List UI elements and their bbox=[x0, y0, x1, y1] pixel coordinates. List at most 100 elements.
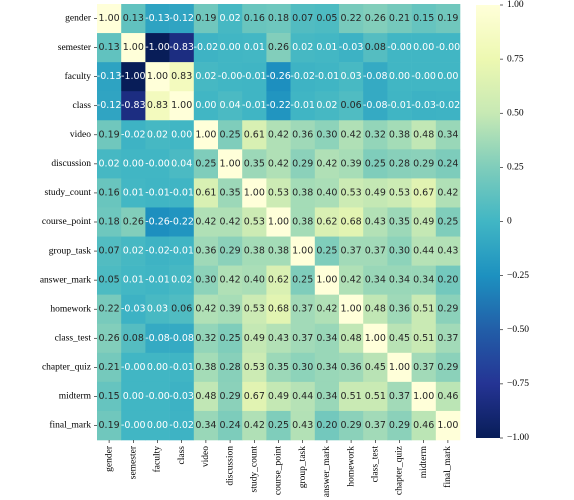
heatmap-cell bbox=[97, 207, 122, 237]
cell-label: 0.26 bbox=[268, 42, 289, 53]
heatmap-cell bbox=[339, 265, 364, 295]
cell-label: 0.35 bbox=[244, 158, 265, 169]
y-tick-label: answer_mark bbox=[40, 275, 91, 285]
heatmap-cell bbox=[387, 410, 412, 441]
cell-label: 1.00 bbox=[292, 246, 313, 257]
cell-label: 0.28 bbox=[389, 158, 410, 169]
y-tick-label: discussion bbox=[51, 159, 91, 169]
cell-label: 0.30 bbox=[292, 362, 313, 373]
heatmap-cell bbox=[266, 120, 291, 150]
cell-label: 0.15 bbox=[99, 391, 120, 402]
heatmap-cell bbox=[218, 91, 243, 121]
heatmap-cell bbox=[314, 381, 340, 412]
heatmap-cell bbox=[363, 352, 388, 383]
heatmap-cell bbox=[411, 381, 437, 412]
cell-label: 0.00 bbox=[123, 391, 144, 402]
heatmap-cell bbox=[411, 4, 437, 34]
y-tick-label: gender bbox=[65, 14, 92, 24]
heatmap-cell bbox=[411, 62, 437, 92]
heatmap-cell bbox=[242, 33, 267, 63]
cell-label: -0.01 bbox=[315, 71, 340, 82]
heatmap-cell bbox=[363, 236, 388, 266]
cell-label: 0.36 bbox=[292, 129, 313, 140]
x-tick-label: course_point bbox=[274, 446, 284, 495]
colorbar-tick-label: −0.75 bbox=[507, 379, 529, 389]
cell-label: 0.00 bbox=[147, 362, 168, 373]
heatmap-cell bbox=[435, 294, 461, 325]
heatmap-cell bbox=[411, 265, 437, 295]
cell-label: 1.00 bbox=[123, 42, 144, 53]
heatmap-cell bbox=[339, 352, 364, 383]
heatmap-cell bbox=[97, 323, 122, 354]
cell-label: -0.02 bbox=[194, 42, 219, 53]
heatmap-cell bbox=[145, 178, 170, 208]
cell-label: 0.02 bbox=[316, 100, 337, 111]
cell-label: 0.48 bbox=[195, 391, 216, 402]
cell-label: 0.03 bbox=[147, 304, 168, 315]
heatmap-cell bbox=[218, 207, 243, 237]
heatmap-cell bbox=[121, 265, 146, 295]
heatmap-cell bbox=[290, 178, 316, 208]
heatmap-cell bbox=[218, 236, 243, 266]
heatmap-cell bbox=[339, 207, 364, 237]
cell-label: 0.05 bbox=[99, 275, 120, 286]
heatmap-cell bbox=[169, 207, 195, 237]
heatmap-cell bbox=[339, 410, 364, 441]
cell-label: 0.36 bbox=[389, 304, 410, 315]
heatmap-cell bbox=[145, 62, 170, 92]
heatmap-cell bbox=[314, 236, 340, 266]
heatmap-cell bbox=[242, 178, 267, 208]
heatmap-cell bbox=[411, 323, 437, 354]
cell-label: 0.19 bbox=[437, 13, 458, 24]
y-tick-label: chapter_quiz bbox=[42, 363, 91, 373]
heatmap-cell bbox=[339, 4, 364, 34]
cell-label: 0.00 bbox=[195, 100, 216, 111]
cell-label: -0.01 bbox=[169, 187, 194, 198]
heatmap-cell bbox=[266, 323, 291, 354]
cell-label: 0.02 bbox=[220, 13, 241, 24]
x-tick-label: chapter_quiz bbox=[395, 446, 405, 495]
y-tick-label: faculty bbox=[65, 71, 92, 82]
cell-label: 0.44 bbox=[292, 391, 313, 402]
cell-label: 0.38 bbox=[195, 362, 216, 373]
cell-label: 0.07 bbox=[99, 246, 120, 257]
heatmap-cell bbox=[218, 33, 243, 63]
heatmap-cell bbox=[290, 207, 316, 237]
cell-label: 0.29 bbox=[437, 304, 458, 315]
heatmap-cell bbox=[145, 323, 170, 354]
cell-label: 0.02 bbox=[195, 71, 216, 82]
cell-label: 0.21 bbox=[99, 362, 120, 373]
cell-label: 0.62 bbox=[316, 217, 337, 228]
cell-label: 0.44 bbox=[413, 246, 434, 257]
cell-label: -0.01 bbox=[145, 275, 170, 286]
heatmap-cell bbox=[435, 352, 461, 383]
heatmap-cell bbox=[290, 294, 316, 325]
y-tick-label: semester bbox=[58, 43, 92, 53]
heatmap-cell bbox=[435, 265, 461, 295]
cell-label: 0.42 bbox=[341, 129, 362, 140]
cell-label: -0.13 bbox=[145, 13, 170, 24]
heatmap-cell bbox=[314, 149, 340, 179]
heatmap-cell bbox=[242, 323, 267, 354]
heatmap-cell bbox=[169, 323, 195, 354]
heatmap-cell bbox=[435, 410, 461, 441]
y-tick-label: group_task bbox=[49, 246, 91, 256]
heatmap-cell bbox=[242, 352, 267, 383]
heatmap-cell bbox=[339, 236, 364, 266]
heatmap-cell bbox=[145, 236, 170, 266]
heatmap-cell bbox=[242, 381, 267, 412]
cell-label: -0.01 bbox=[242, 100, 267, 111]
cell-label: 0.32 bbox=[195, 333, 216, 344]
cell-label: -0.00 bbox=[145, 158, 170, 169]
cell-label: 0.29 bbox=[292, 158, 313, 169]
cell-label: 0.37 bbox=[365, 420, 386, 431]
heatmap-cell bbox=[435, 207, 461, 237]
heatmap-cell bbox=[121, 294, 146, 325]
heatmap-cell bbox=[121, 236, 146, 266]
heatmap-cell bbox=[145, 207, 170, 237]
cell-label: 0.53 bbox=[244, 217, 265, 228]
cell-label: 0.53 bbox=[244, 362, 265, 373]
cell-label: 0.05 bbox=[316, 13, 337, 24]
heatmap-cell bbox=[218, 120, 243, 150]
